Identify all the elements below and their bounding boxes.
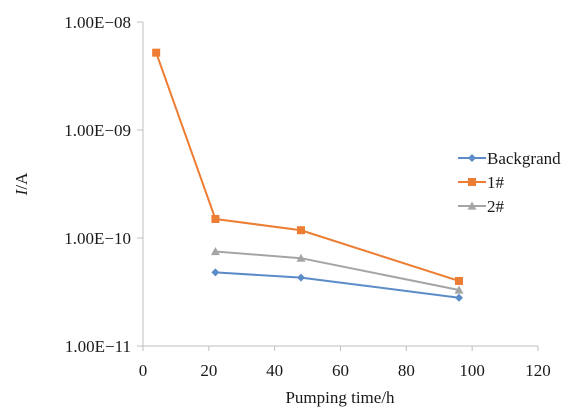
- y-tick-label: 1.00E−10: [64, 229, 131, 248]
- y-axis-title: I/A: [12, 172, 31, 196]
- x-tick-label: 80: [398, 361, 415, 380]
- y-axis-title-italic: I: [12, 188, 31, 196]
- series-3-line: [215, 250, 460, 291]
- y-tick-label: 1.00E−11: [65, 337, 131, 356]
- y-tick-label: 1.00E−08: [64, 13, 131, 32]
- series-1-point: [211, 268, 220, 277]
- series-3-point: [454, 285, 464, 294]
- legend: Backgrand 1# 2#: [458, 149, 561, 216]
- series-1-line: [215, 271, 460, 299]
- series-2-line: [155, 52, 460, 282]
- series-1-point: [455, 293, 463, 302]
- series-3-point: [296, 253, 306, 262]
- series-2-point: [211, 214, 220, 223]
- legend-marker: [468, 154, 476, 162]
- x-tick-label: 0: [139, 361, 148, 380]
- x-axis-title: Pumping time/h: [285, 388, 395, 407]
- y-tick-group: 1.00E−11 1.00E−10 1.00E−09 1.00E−08: [64, 13, 143, 356]
- series-3-point: [210, 246, 220, 256]
- x-tick-group: 0 20 40 60 80 100 120: [139, 346, 551, 380]
- y-axis-title-rest: /A: [12, 172, 31, 190]
- legend-marker: [468, 178, 476, 186]
- series-2-point: [152, 48, 161, 57]
- x-tick-label: 20: [200, 361, 217, 380]
- series-2-point: [455, 276, 463, 285]
- y-tick-label: 1.00E−09: [64, 121, 131, 140]
- legend-label: Backgrand: [487, 149, 561, 168]
- x-tick-label: 40: [266, 361, 283, 380]
- x-tick-label: 60: [332, 361, 349, 380]
- legend-marker: [467, 201, 477, 210]
- series-layer: [152, 48, 464, 302]
- legend-label: 1#: [487, 173, 505, 192]
- legend-label: 2#: [487, 197, 505, 216]
- x-tick-label: 120: [525, 361, 551, 380]
- series-2-point: [297, 226, 305, 235]
- series-1-point: [297, 273, 305, 282]
- x-tick-label: 100: [459, 361, 485, 380]
